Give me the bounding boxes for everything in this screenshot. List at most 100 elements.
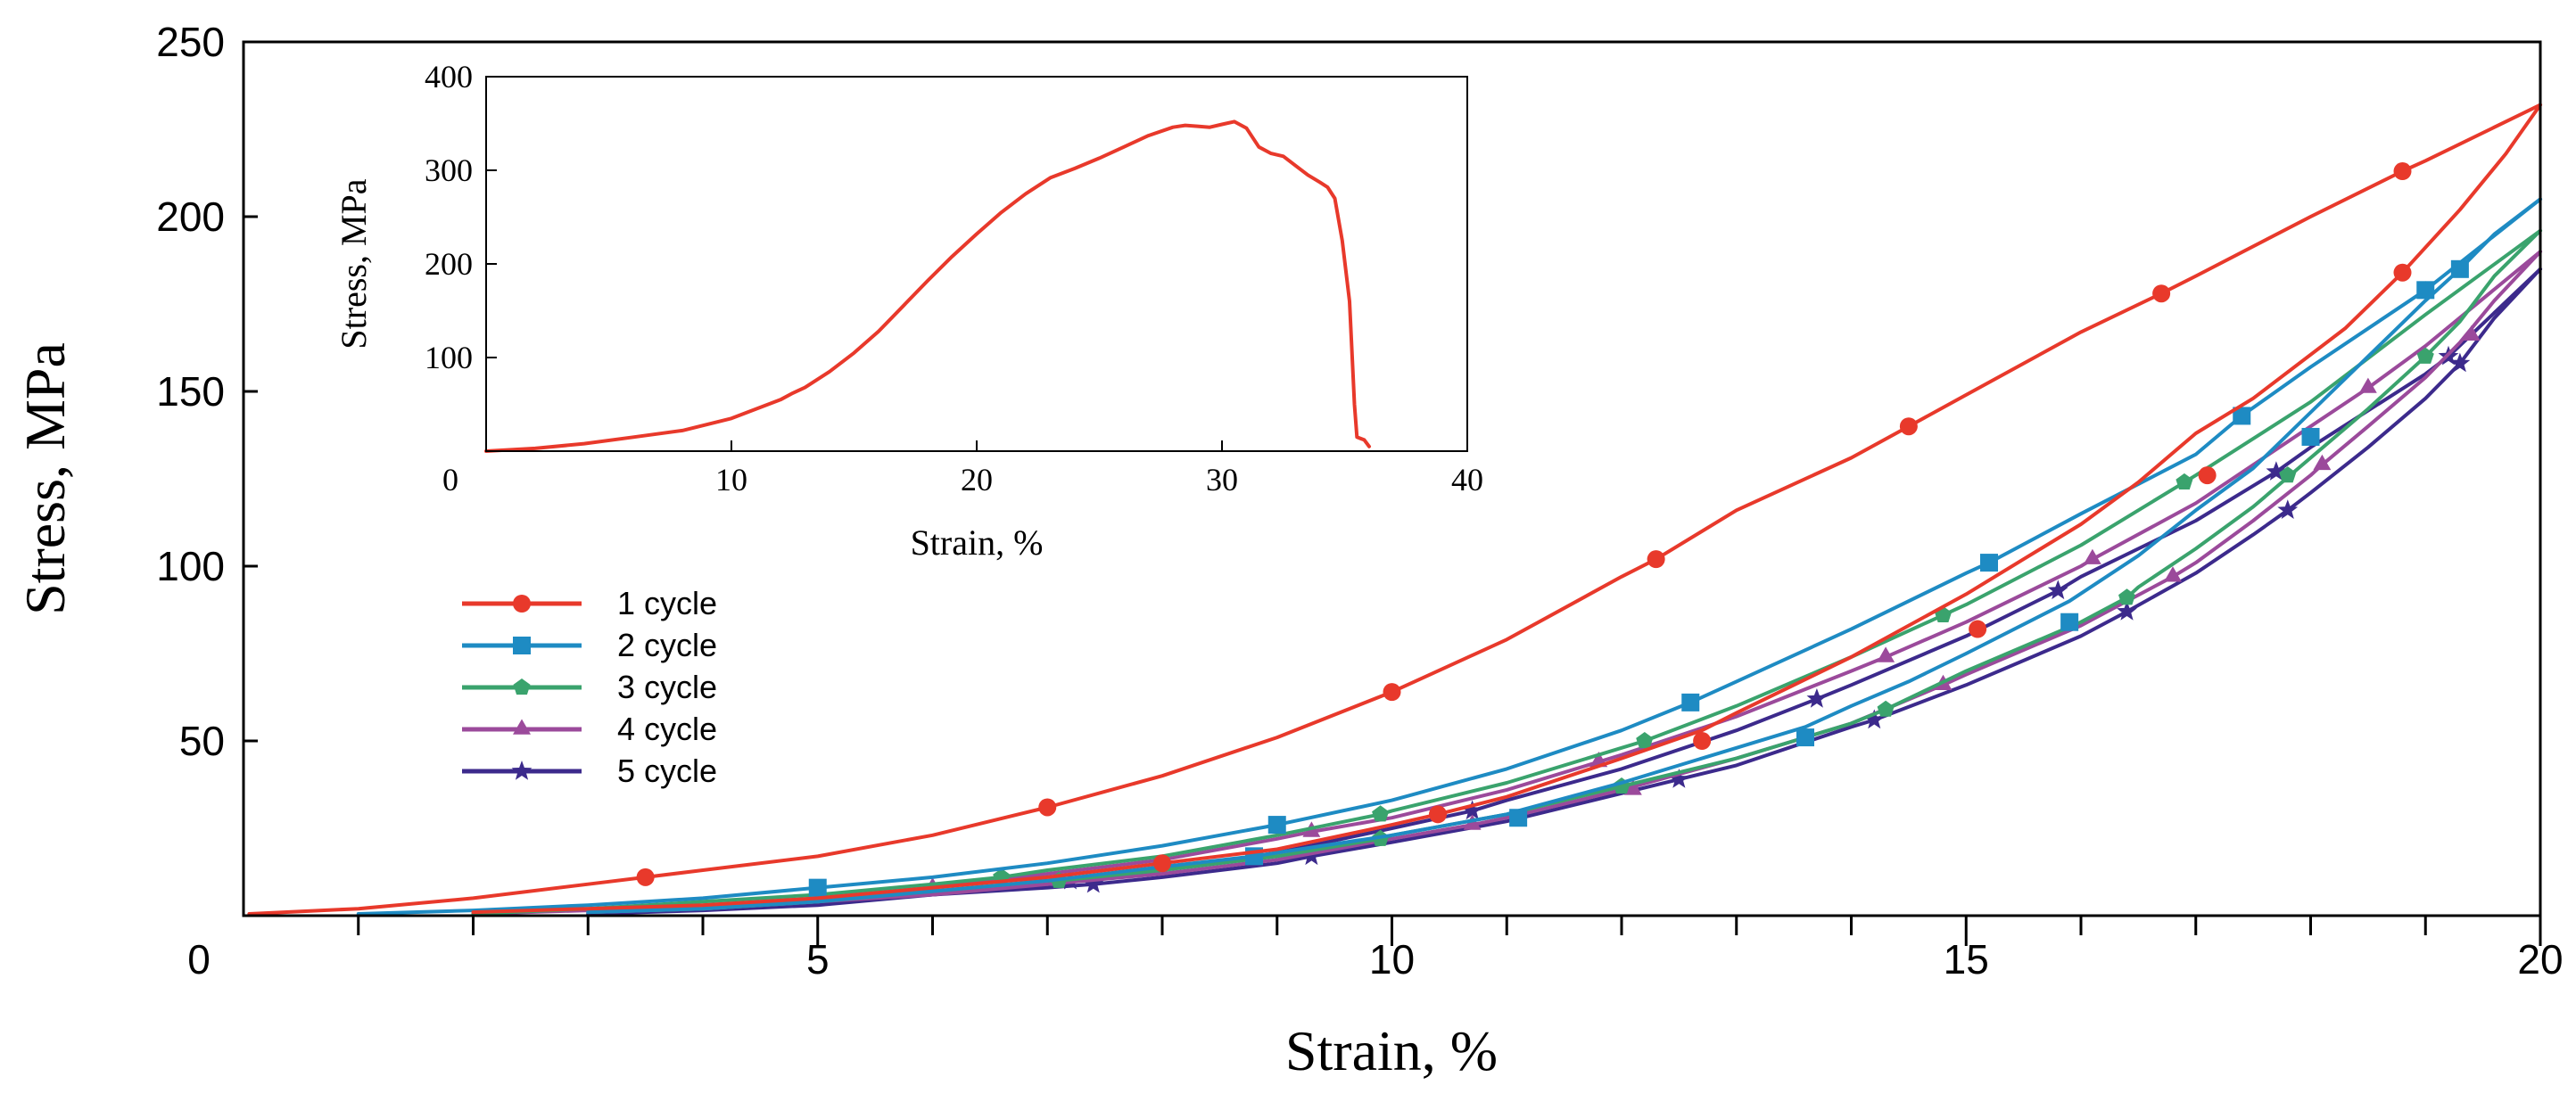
series-2-cycle-marker: [1681, 693, 1700, 711]
series-4-cycle-marker: [2462, 325, 2481, 341]
series-1-cycle-marker: [2152, 284, 2171, 303]
series-1-cycle-marker: [1693, 732, 1712, 750]
inset-y-tick-label: 200: [425, 246, 473, 282]
legend: 1 cycle 2 cycle 3 cycle 4 cycle 5 cycle: [462, 585, 717, 789]
legend-item: 4 cycle: [462, 711, 717, 747]
inset-series-group: [484, 119, 1371, 453]
legend-label: 4 cycle: [617, 711, 717, 747]
inset-chart: 10 20 30 40 100 200 300 400 0 Strain, % Stress,…: [334, 59, 1483, 563]
series-1-cycle-marker: [636, 868, 655, 886]
series-4-cycle-marker: [2313, 454, 2332, 471]
inset-y-tick-label: 400: [425, 59, 473, 95]
inset-y-axis-title: Stress, MPa: [334, 178, 374, 349]
series-5-cycle-unloading-line: [586, 267, 2542, 916]
legend-label: 1 cycle: [617, 585, 717, 621]
main-y-tick-label: 200: [156, 193, 225, 240]
legend-label: 5 cycle: [617, 752, 717, 789]
series-5-cycle-marker: [1083, 873, 1104, 893]
series-3-cycle-marker: [1877, 700, 1895, 717]
series-5-cycle-marker: [2266, 461, 2287, 481]
series-4-cycle-marker: [1623, 779, 1642, 795]
legend-item: 1 cycle: [462, 585, 717, 621]
series-4-cycle-marker: [2358, 377, 2377, 393]
main-x-axis-title: Strain, %: [1285, 1019, 1498, 1082]
inset-x-axis-title: Strain, %: [911, 522, 1044, 563]
series-2-cycle-marker: [808, 878, 827, 897]
series-2-cycle-loading-line: [356, 197, 2542, 916]
series-1-cycle-marker: [1429, 805, 1447, 824]
legend-item: 3 cycle: [462, 669, 717, 705]
series-1-cycle-marker: [1969, 620, 1987, 638]
legend-item: 2 cycle: [462, 627, 717, 663]
series-3-cycle-marker: [2176, 473, 2193, 489]
series-5-cycle-marker: [1806, 688, 1828, 708]
main-y-axis-title: Stress, MPa: [13, 342, 77, 615]
inset-x-tick-label: 30: [1206, 462, 1238, 498]
series-2-cycle-marker: [1509, 809, 1528, 827]
main-x-tick-label: 5: [806, 936, 830, 983]
series-2-cycle-unloading-line: [586, 197, 2542, 915]
series-1-cycle-marker: [2393, 263, 2412, 282]
inset-stress-strain-line: [484, 119, 1371, 453]
series-5-cycle-marker: [1669, 769, 1689, 788]
main-y-tick-label: 150: [156, 368, 225, 415]
series-4-cycle-marker: [2164, 566, 2182, 582]
inset-background: [486, 77, 1467, 451]
series-3-cycle-marker: [1372, 805, 1390, 822]
main-x-tick-label: 20: [2517, 936, 2563, 983]
main-y-tick-label: 100: [156, 543, 225, 589]
series-4-cycle-marker: [1877, 646, 1895, 662]
legend-label: 2 cycle: [617, 627, 717, 663]
inset-origin-label: 0: [442, 462, 458, 498]
legend-swatch-marker: [513, 637, 531, 654]
series-1-cycle-marker: [1899, 417, 1918, 436]
main-y-tick-label: 50: [179, 718, 225, 764]
series-2-cycle-marker: [2450, 259, 2469, 278]
series-2-cycle-marker: [1267, 816, 1286, 835]
legend-item: 5 cycle: [462, 752, 717, 789]
series-1-cycle-loading-line: [247, 103, 2542, 916]
series-2-cycle-marker: [2416, 281, 2435, 300]
main-x-tick-label: 15: [1944, 936, 1989, 983]
series-3-cycle-marker: [2416, 347, 2434, 364]
series-1-cycle-marker: [1038, 798, 1057, 817]
inset-x-tick-label: 10: [715, 462, 747, 498]
series-3-cycle-marker: [2279, 466, 2297, 483]
series-5-cycle-marker: [1462, 800, 1482, 820]
legend-swatch-marker: [511, 761, 533, 780]
series-2-cycle-marker: [2233, 407, 2251, 425]
series-1-cycle-marker: [2198, 466, 2217, 485]
series-4-cycle-marker: [2083, 548, 2101, 564]
inset-ticks: 10 20 30 40 100 200 300 400: [425, 59, 1483, 498]
series-2-cycle-marker: [1980, 554, 1998, 572]
series-2-cycle-marker: [1796, 728, 1814, 747]
series-2-cycle-marker: [2060, 613, 2079, 631]
series-3-cycle-marker: [1636, 732, 1654, 749]
series-5-cycle-marker: [2277, 499, 2299, 519]
series-1-cycle-marker: [2393, 162, 2412, 181]
series-5-cycle-marker: [2449, 352, 2471, 373]
series-1-cycle-marker: [1647, 550, 1665, 569]
series-1-cycle-marker: [1153, 854, 1171, 873]
inset-x-tick-label: 40: [1451, 462, 1483, 498]
series-1-cycle-unloading-line: [471, 103, 2542, 915]
main-series-group: [247, 103, 2542, 916]
series-2-cycle-marker: [2301, 427, 2320, 446]
legend-label: 3 cycle: [617, 669, 717, 705]
series-5-cycle-marker: [2117, 601, 2137, 621]
series-1-cycle-marker: [1383, 683, 1401, 702]
series-3-cycle-marker: [2118, 588, 2135, 605]
series-5-cycle-marker: [2047, 580, 2068, 600]
main-origin-label: 0: [187, 936, 211, 983]
legend-swatch-marker: [513, 595, 531, 613]
inset-x-tick-label: 20: [961, 462, 993, 498]
main-x-tick-label: 10: [1369, 936, 1415, 983]
inset-y-tick-label: 300: [425, 152, 473, 188]
inset-y-tick-label: 100: [425, 340, 473, 375]
main-y-tick-label: 250: [156, 19, 225, 65]
series-5-cycle-marker: [1863, 709, 1885, 729]
legend-swatch-marker: [513, 719, 531, 735]
